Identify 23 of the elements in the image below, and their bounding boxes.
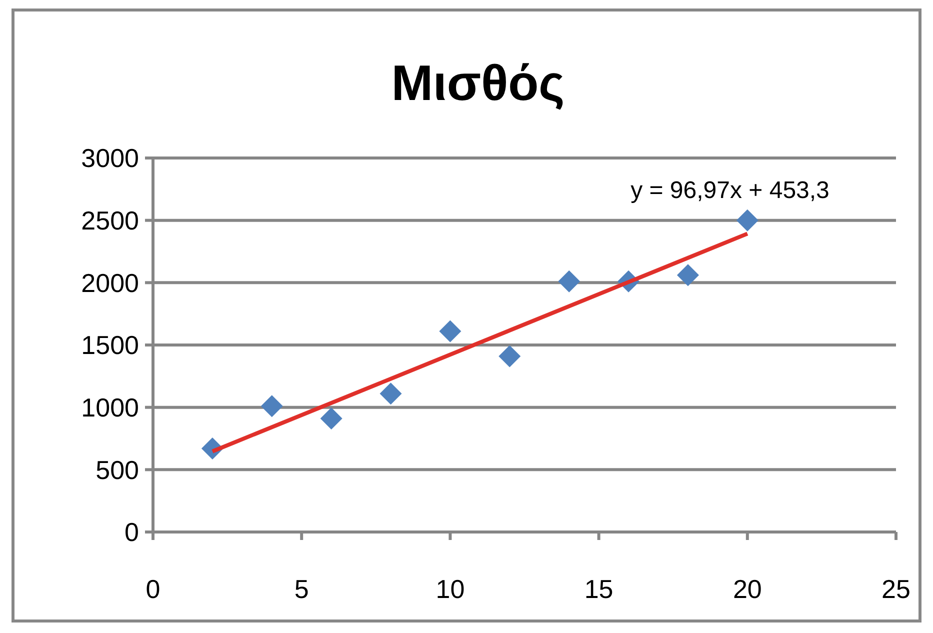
point bbox=[676, 264, 699, 286]
y-tick-label: 3000 bbox=[81, 143, 139, 174]
y-tick-label: 1000 bbox=[81, 392, 139, 422]
point bbox=[498, 345, 521, 368]
x-tick-label: 20 bbox=[732, 574, 762, 604]
point bbox=[380, 382, 402, 405]
point bbox=[736, 209, 758, 232]
y-tick-label: 2000 bbox=[81, 268, 139, 298]
x-tick-label: 5 bbox=[294, 574, 309, 604]
y-tick-label: 0 bbox=[124, 517, 139, 548]
x-tick-label: 10 bbox=[436, 574, 465, 604]
chart-title: Μισθός bbox=[391, 55, 565, 111]
point bbox=[320, 408, 342, 430]
y-tick-label: 2500 bbox=[81, 205, 139, 236]
annotation: y = 96,97x + 453,3 bbox=[630, 177, 830, 204]
x-tick-label: 0 bbox=[146, 574, 160, 604]
x-tick-label: 25 bbox=[882, 574, 910, 604]
y-tick-label: 1500 bbox=[81, 330, 139, 360]
x-tick-label: 15 bbox=[584, 574, 614, 604]
point bbox=[558, 270, 580, 292]
point bbox=[260, 395, 283, 418]
y-tick-label: 500 bbox=[96, 454, 139, 485]
point bbox=[439, 320, 462, 342]
